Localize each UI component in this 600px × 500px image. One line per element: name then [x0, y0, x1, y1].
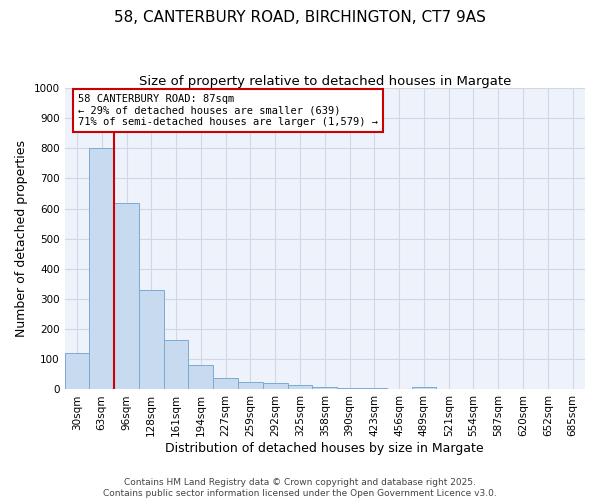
- Bar: [412, 387, 436, 390]
- Bar: [337, 388, 362, 390]
- Bar: [114, 202, 139, 390]
- Bar: [65, 352, 89, 390]
- Y-axis label: Number of detached properties: Number of detached properties: [15, 140, 28, 337]
- Bar: [213, 378, 238, 390]
- X-axis label: Distribution of detached houses by size in Margate: Distribution of detached houses by size …: [166, 442, 484, 455]
- Text: Contains HM Land Registry data © Crown copyright and database right 2025.
Contai: Contains HM Land Registry data © Crown c…: [103, 478, 497, 498]
- Bar: [287, 385, 313, 390]
- Title: Size of property relative to detached houses in Margate: Size of property relative to detached ho…: [139, 75, 511, 88]
- Bar: [164, 340, 188, 390]
- Bar: [89, 148, 114, 390]
- Text: 58 CANTERBURY ROAD: 87sqm
← 29% of detached houses are smaller (639)
71% of semi: 58 CANTERBURY ROAD: 87sqm ← 29% of detac…: [78, 94, 378, 127]
- Bar: [139, 290, 164, 390]
- Bar: [188, 366, 213, 390]
- Bar: [263, 383, 287, 390]
- Bar: [313, 387, 337, 390]
- Bar: [362, 388, 387, 390]
- Bar: [238, 382, 263, 390]
- Text: 58, CANTERBURY ROAD, BIRCHINGTON, CT7 9AS: 58, CANTERBURY ROAD, BIRCHINGTON, CT7 9A…: [114, 10, 486, 25]
